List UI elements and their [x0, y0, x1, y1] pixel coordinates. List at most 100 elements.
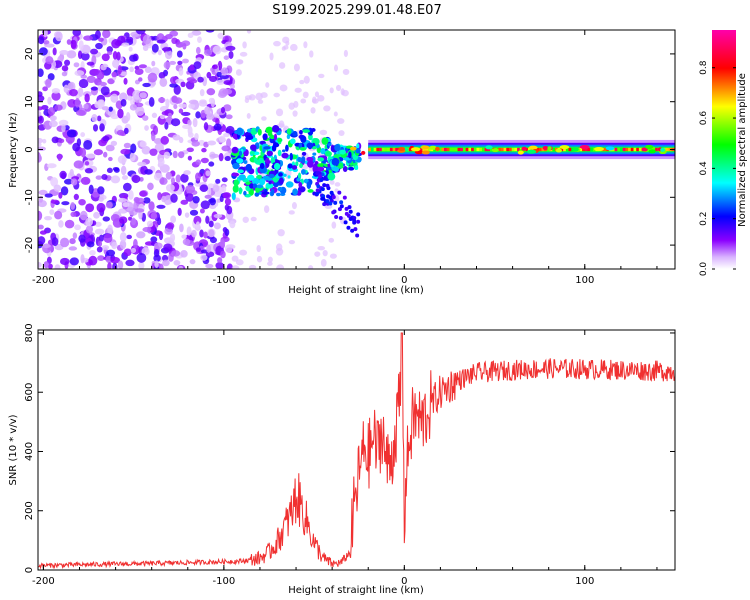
heat-cell — [277, 137, 283, 143]
heat-cell — [57, 153, 62, 162]
y-tick-label: 800 — [24, 323, 35, 342]
heat-cell — [317, 94, 325, 102]
band-cell — [438, 147, 442, 152]
heat-cell — [285, 40, 290, 46]
heat-cell — [122, 202, 130, 208]
heat-cell — [246, 128, 252, 133]
band-cell — [517, 150, 524, 155]
heat-cell — [238, 150, 243, 156]
heat-cell — [123, 127, 129, 135]
heat-cell — [203, 122, 209, 131]
heat-cell — [54, 210, 63, 220]
heat-cell — [208, 229, 215, 238]
heat-cell — [121, 42, 130, 47]
heat-cell — [173, 104, 178, 110]
snr-y-label: SNR (10 * v/v) — [8, 414, 19, 485]
heat-cell — [116, 129, 125, 136]
heat-cell — [265, 182, 274, 189]
heat-cell — [183, 170, 191, 176]
heat-cell — [225, 45, 236, 51]
heat-cell — [157, 192, 162, 201]
band-cell — [446, 147, 450, 152]
colorbar-ticks: 0.0 0.2 0.4 0.6 0.8 — [699, 60, 736, 276]
band-cell — [444, 147, 448, 152]
heat-cell — [221, 177, 228, 183]
heat-cell — [281, 152, 289, 159]
band-cell — [435, 146, 440, 151]
band-cell — [441, 147, 445, 152]
heat-cell — [149, 148, 158, 156]
heat-cell — [334, 215, 339, 220]
heat-cell — [96, 71, 105, 80]
band-cell — [506, 147, 510, 152]
band-cell — [527, 147, 531, 152]
heat-cell — [204, 194, 212, 199]
colorbar-tick-label: 0.4 — [699, 161, 709, 176]
heat-cell — [218, 152, 224, 162]
heat-cell — [201, 147, 207, 153]
heat-cell — [355, 147, 361, 154]
heat-cell — [85, 203, 95, 213]
heat-cell — [237, 169, 244, 174]
heat-cell — [186, 226, 192, 236]
heat-cell — [135, 106, 145, 117]
heat-cell — [285, 181, 294, 188]
heat-cell — [292, 188, 298, 196]
heat-cell — [242, 41, 247, 49]
heat-cell — [85, 217, 94, 227]
heat-cell — [69, 257, 79, 266]
band-cell — [655, 147, 659, 152]
heat-cell — [38, 142, 42, 147]
heat-cell — [331, 195, 336, 200]
band-cell — [419, 147, 423, 152]
heat-cell — [287, 163, 293, 169]
heat-cell — [89, 249, 96, 256]
heat-cell — [312, 152, 317, 156]
heat-cell — [306, 160, 314, 168]
spectrogram-y-axis: -20 -10 0 10 20 — [24, 48, 675, 253]
heat-cell — [180, 249, 188, 258]
heat-cell — [348, 209, 353, 214]
heat-cell — [212, 45, 222, 55]
heat-cell — [80, 52, 90, 61]
heat-cell — [224, 244, 233, 253]
heat-cell — [263, 146, 271, 150]
heat-cell — [329, 87, 334, 94]
band-cell — [628, 147, 632, 152]
heat-cell — [265, 126, 274, 134]
heat-cell — [160, 135, 170, 145]
heat-cell — [352, 215, 357, 220]
band-cell — [376, 147, 380, 152]
band-cell — [630, 147, 634, 152]
heat-cell — [94, 30, 101, 40]
band-cell — [638, 147, 642, 152]
band-cell — [633, 147, 637, 152]
heat-cell — [70, 39, 77, 49]
heat-cell — [118, 216, 128, 224]
heat-cell — [219, 239, 226, 248]
heat-cell — [98, 196, 104, 202]
band-cell — [594, 147, 605, 152]
heat-cell — [58, 138, 65, 144]
heat-cell — [206, 244, 211, 253]
heat-cell — [205, 263, 214, 269]
heat-cell — [311, 128, 316, 132]
band-cell — [622, 147, 626, 152]
heat-cell — [303, 75, 310, 84]
heat-cell — [108, 156, 113, 162]
spectrogram-y-label: Frequency (Hz) — [8, 112, 19, 188]
heat-cell — [182, 238, 191, 246]
heat-cell — [165, 184, 175, 192]
heat-cell — [117, 108, 124, 119]
heat-cell — [341, 89, 349, 97]
heat-cell — [156, 204, 166, 209]
heat-cell — [125, 259, 135, 267]
heat-cell — [150, 212, 158, 220]
heat-cell — [178, 67, 184, 76]
heat-cell — [236, 127, 244, 136]
heat-cell — [179, 223, 184, 233]
heat-cell — [302, 129, 310, 133]
band-cell — [485, 145, 493, 150]
heat-cell — [301, 156, 306, 164]
